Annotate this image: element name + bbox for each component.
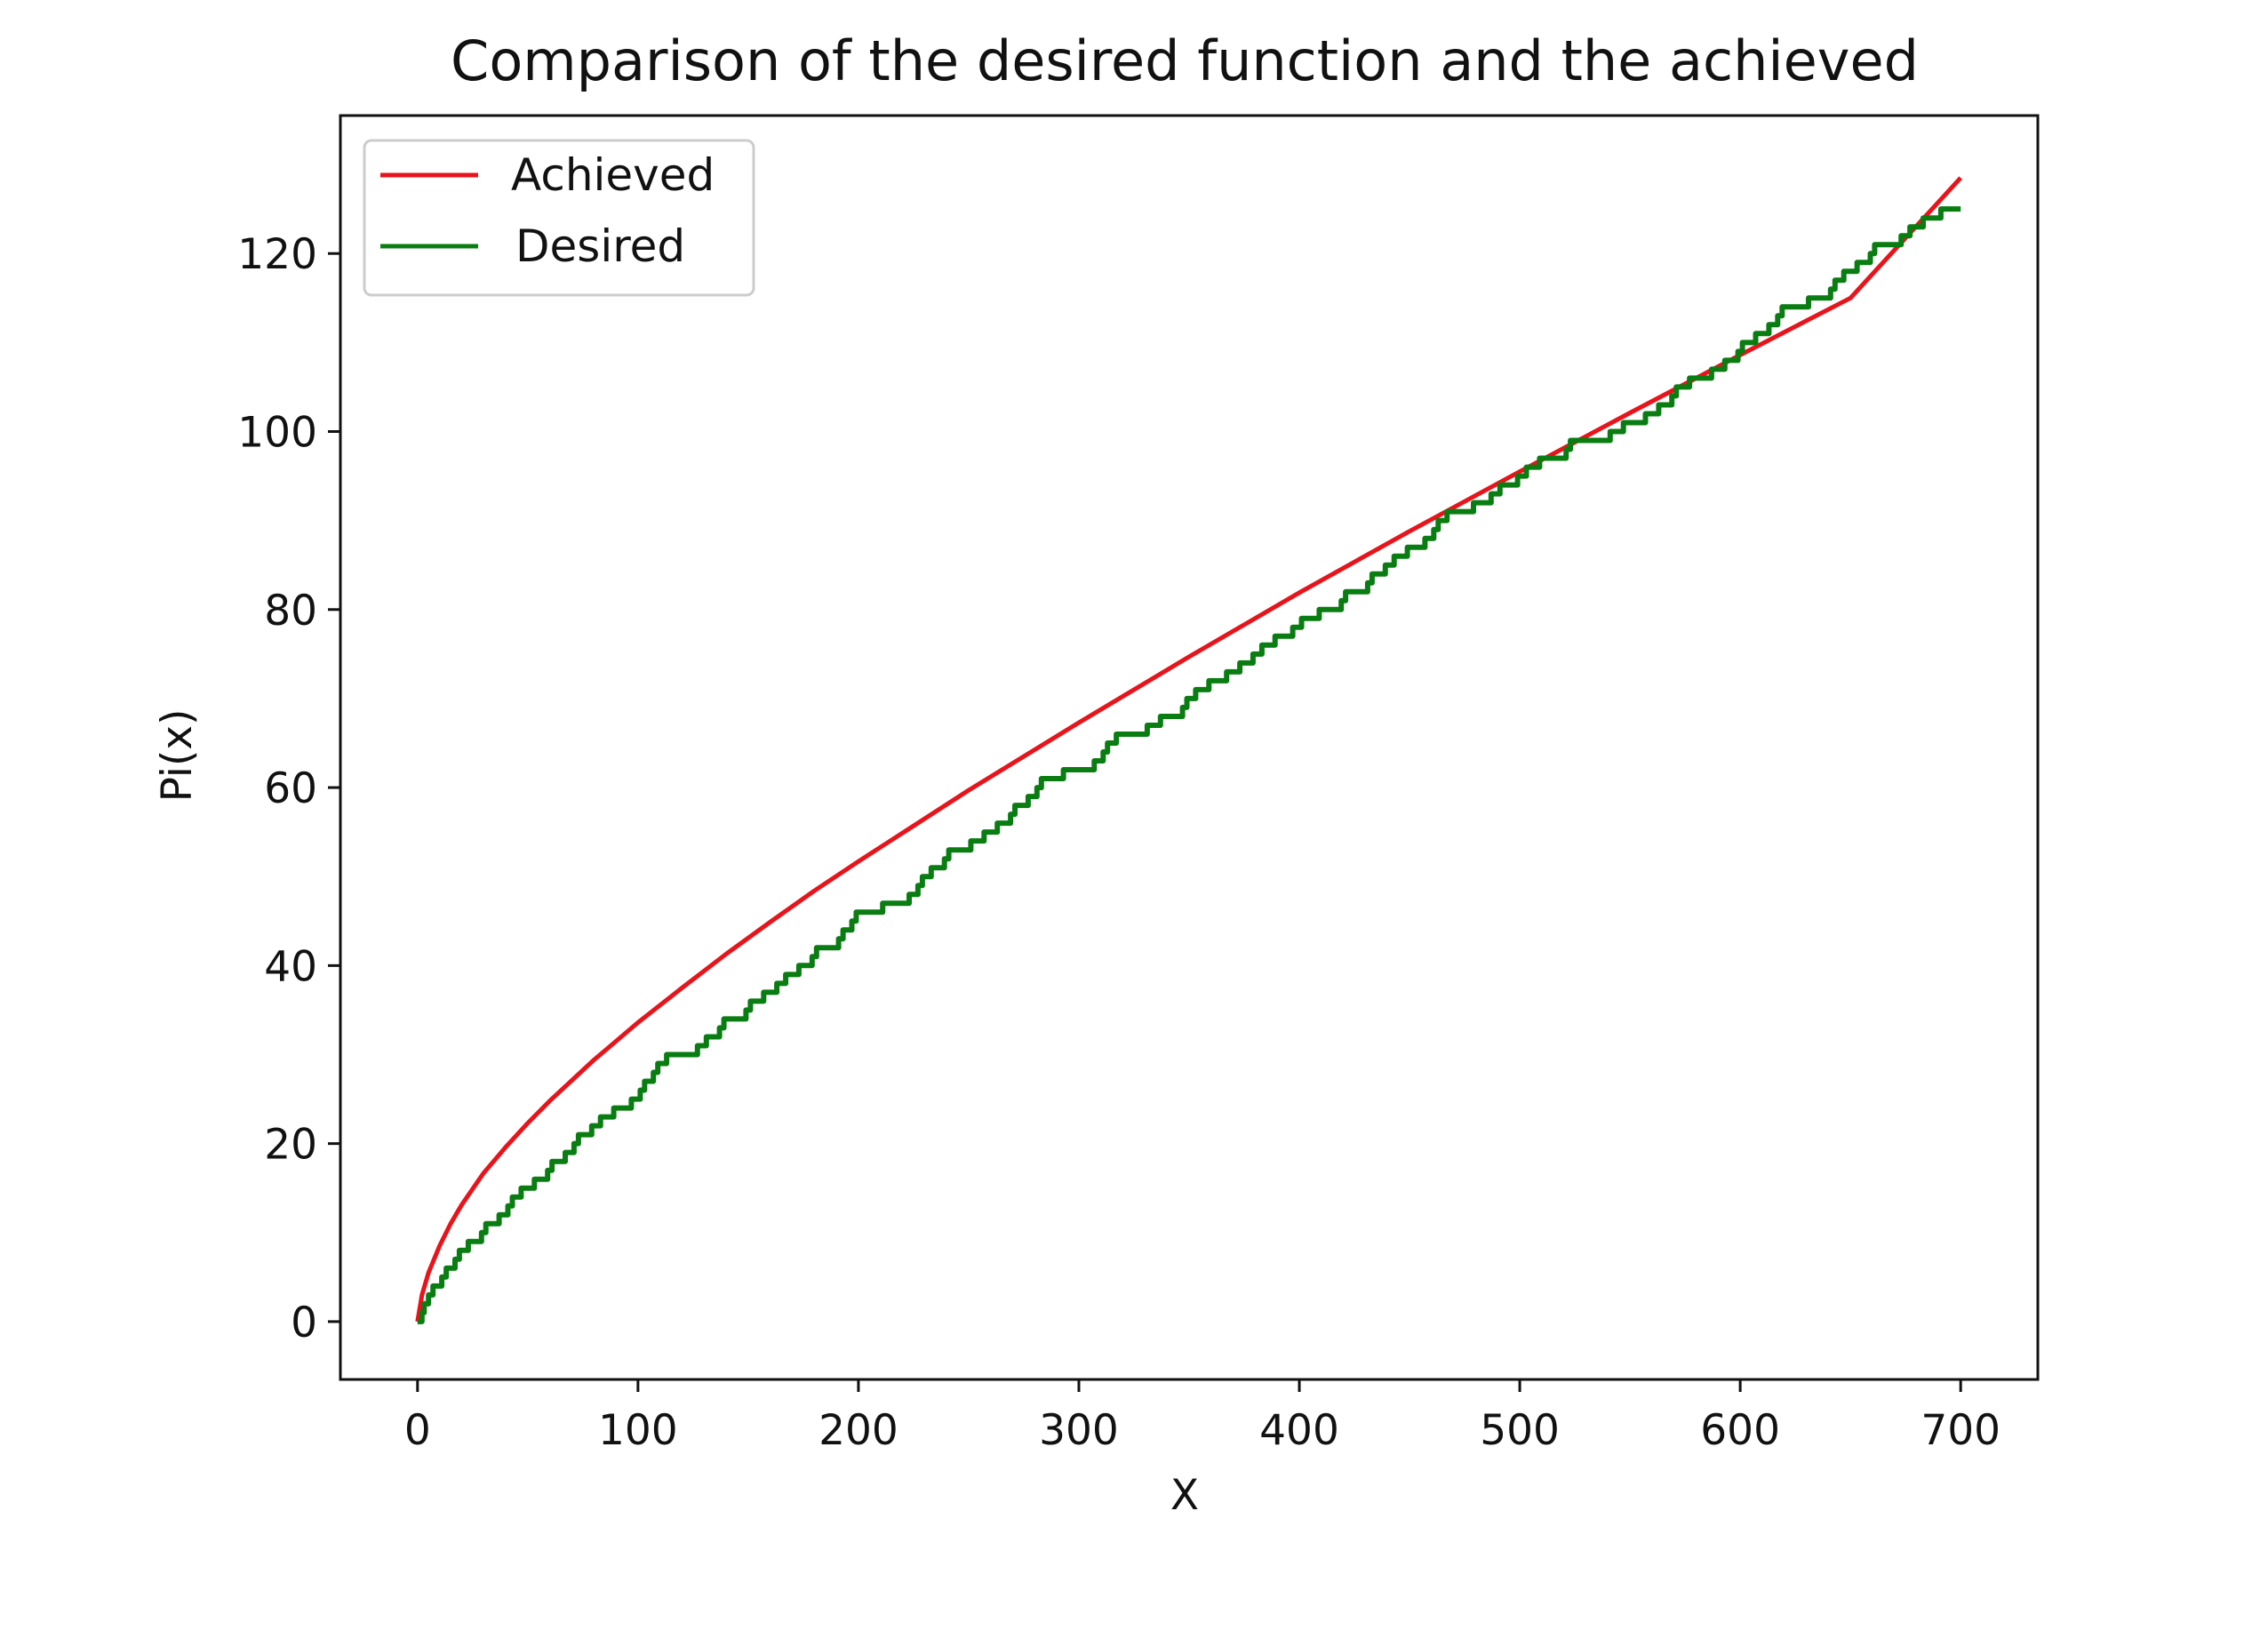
x-tick-label: 400: [1259, 1406, 1339, 1455]
plot-frame: [339, 114, 2040, 1381]
x-tick-label: 0: [404, 1406, 431, 1455]
legend-box: [363, 139, 755, 297]
y-axis-label: Pi(x): [153, 709, 202, 803]
y-tick-label: 0: [291, 1299, 317, 1347]
chart-title: Comparison of the desired function and t…: [451, 28, 1919, 93]
x-tick-label: 600: [1700, 1406, 1780, 1455]
x-tick-label: 100: [598, 1406, 678, 1455]
x-tick-label: 700: [1921, 1406, 2000, 1455]
legend: Achieved Desired: [363, 139, 755, 297]
y-tick-label: 80: [264, 587, 317, 636]
x-tick-label: 300: [1039, 1406, 1119, 1455]
x-tick-label: 500: [1480, 1406, 1560, 1455]
y-tick-label: 120: [237, 230, 317, 279]
y-tick-label: 20: [264, 1121, 317, 1170]
legend-label-achieved: Achieved: [511, 149, 715, 201]
x-axis-ticks: 0 100 200 300 400 500 600 700: [404, 1379, 2000, 1455]
y-axis-ticks: 0 20 40 60 80 100 120: [237, 230, 340, 1347]
plot-area: [340, 116, 2038, 1379]
y-tick-label: 100: [237, 409, 317, 458]
series-line-desired: [417, 206, 1961, 1324]
x-tick-label: 200: [819, 1406, 898, 1455]
x-axis-label: X: [1170, 1471, 1199, 1520]
series-layer: [415, 176, 1963, 1324]
legend-label-desired: Desired: [515, 220, 685, 272]
y-tick-label: 60: [264, 764, 317, 813]
y-tick-label: 40: [264, 942, 317, 991]
